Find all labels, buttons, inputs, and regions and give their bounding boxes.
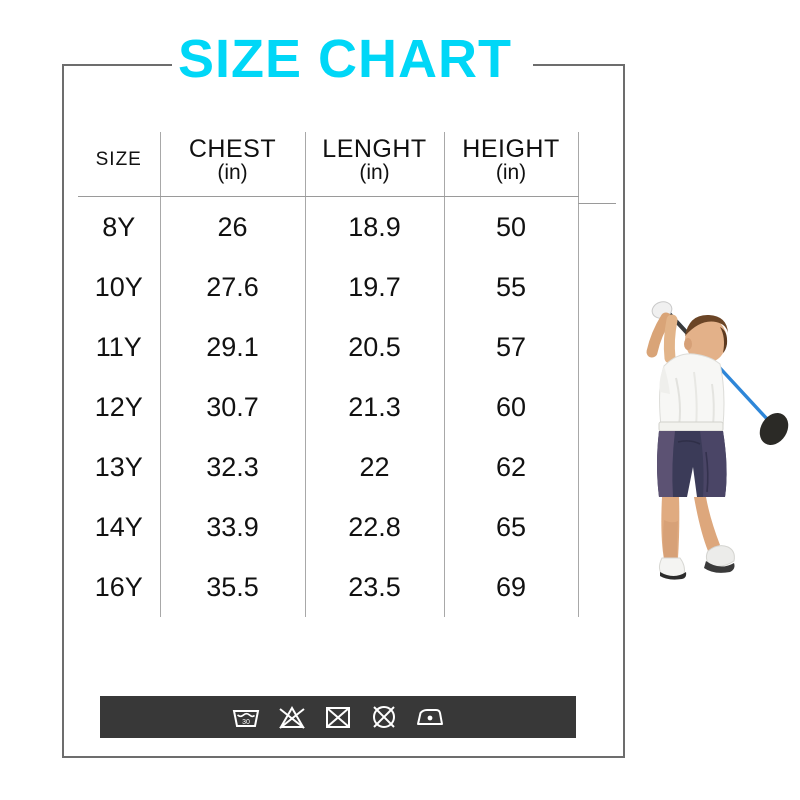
header-row: SIZE CHEST (in) LENGHT (in) HEIGHT (in) — [78, 132, 579, 198]
care-symbols-bar: 30 — [100, 696, 576, 738]
table-row: 16Y 35.5 23.5 69 — [78, 557, 579, 618]
cell-chest: 29.1 — [160, 317, 306, 378]
cell-length: 22.8 — [305, 497, 445, 558]
frame-top-left-segment — [62, 64, 172, 66]
table-row: 13Y 32.3 22 62 — [78, 437, 579, 498]
header-rule-extension — [578, 203, 616, 204]
column-header-size-label: SIZE — [95, 149, 142, 171]
table-row: 12Y 30.7 21.3 60 — [78, 377, 579, 438]
column-header-length-label: LENGHT — [322, 135, 427, 163]
cell-height: 55 — [444, 257, 579, 318]
do-not-tumble-dry-icon — [326, 707, 350, 728]
cell-chest: 26 — [160, 196, 306, 258]
cell-size: 10Y — [78, 257, 161, 318]
cell-height: 62 — [444, 437, 579, 498]
column-header-chest-unit: (in) — [217, 161, 248, 185]
column-header-height-label: HEIGHT — [462, 135, 560, 163]
cell-chest: 32.3 — [160, 437, 306, 498]
cell-size: 13Y — [78, 437, 161, 498]
column-header-height-unit: (in) — [495, 161, 527, 185]
table-row: 11Y 29.1 20.5 57 — [78, 317, 579, 378]
size-table-body: 8Y 26 18.9 50 10Y 27.6 19.7 55 11Y 29.1 … — [78, 196, 579, 618]
table-row: 14Y 33.9 22.8 65 — [78, 497, 579, 558]
cell-size: 11Y — [78, 317, 161, 378]
table-row: 10Y 27.6 19.7 55 — [78, 257, 579, 318]
cell-length: 22 — [305, 437, 445, 498]
column-header-chest-label: CHEST — [188, 135, 277, 163]
column-header-chest: CHEST (in) — [160, 132, 306, 198]
cell-size: 8Y — [78, 196, 161, 258]
cell-length: 19.7 — [305, 257, 445, 318]
cell-height: 50 — [444, 196, 579, 258]
page-title: SIZE CHART — [178, 29, 512, 89]
cell-length: 20.5 — [305, 317, 445, 378]
cell-size: 14Y — [78, 497, 161, 558]
do-not-bleach-icon — [279, 706, 305, 729]
cell-length: 21.3 — [305, 377, 445, 438]
cell-size: 12Y — [78, 377, 161, 438]
cell-size: 16Y — [78, 557, 161, 618]
cell-chest: 30.7 — [160, 377, 306, 438]
cell-chest: 35.5 — [160, 557, 306, 618]
column-header-height: HEIGHT (in) — [444, 132, 579, 198]
column-header-length-unit: (in) — [359, 161, 390, 185]
frame-right-edge — [623, 64, 625, 758]
cell-chest: 27.6 — [160, 257, 306, 318]
column-header-length: LENGHT (in) — [305, 132, 445, 198]
frame-left-edge — [62, 64, 64, 758]
iron-low-heat-icon — [417, 709, 443, 725]
cell-chest: 33.9 — [160, 497, 306, 558]
column-header-size: SIZE — [78, 132, 161, 198]
do-not-dry-clean-icon — [373, 706, 395, 728]
cell-height: 65 — [444, 497, 579, 558]
cell-height: 69 — [444, 557, 579, 618]
cell-length: 23.5 — [305, 557, 445, 618]
boy-golfer-photo — [646, 301, 789, 580]
frame-top-right-segment — [533, 64, 625, 66]
svg-text:30: 30 — [242, 719, 250, 726]
size-table-wrap: SIZE CHEST (in) LENGHT (in) HEIGHT (in) — [78, 132, 579, 680]
size-table-header: SIZE CHEST (in) LENGHT (in) HEIGHT (in) — [78, 132, 579, 198]
cell-height: 57 — [444, 317, 579, 378]
frame-bottom-edge — [62, 756, 625, 758]
table-row: 8Y 26 18.9 50 — [78, 196, 579, 258]
size-table: SIZE CHEST (in) LENGHT (in) HEIGHT (in) — [78, 132, 579, 618]
machine-wash-30-icon: 30 — [232, 710, 260, 727]
cell-height: 60 — [444, 377, 579, 438]
cell-length: 18.9 — [305, 196, 445, 258]
